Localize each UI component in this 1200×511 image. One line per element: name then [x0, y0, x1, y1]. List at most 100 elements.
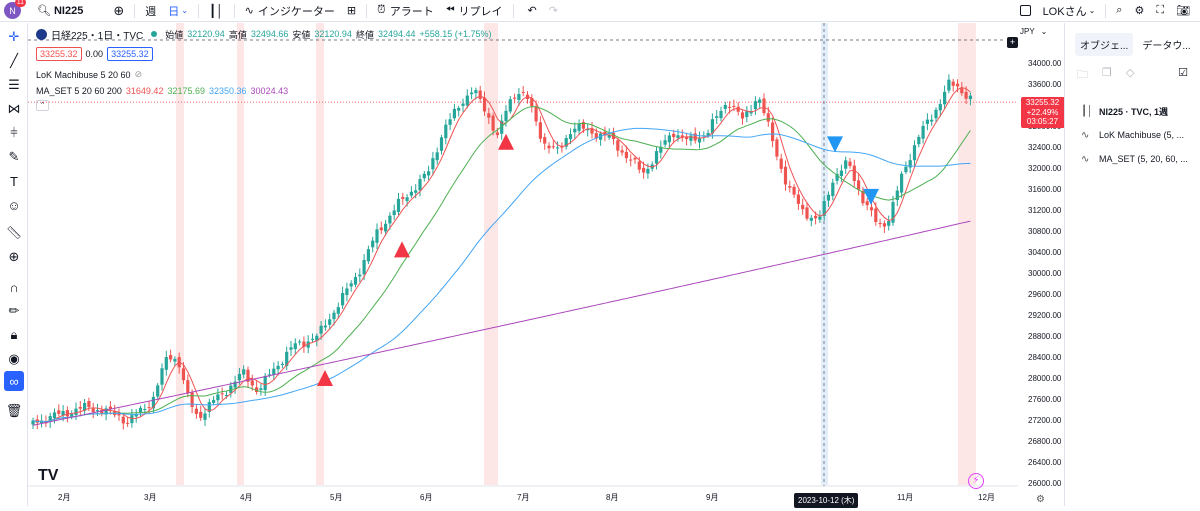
candle-body	[169, 355, 173, 360]
chart-type-button[interactable]: ┃│	[203, 0, 230, 22]
tree-item-symbol[interactable]: ┃│ NI225 · TVC, 1週	[1065, 99, 1200, 123]
candle-body	[783, 166, 788, 185]
crosshair-icon[interactable]: ✛	[8, 29, 20, 44]
layers-icon[interactable]: ◇	[1125, 67, 1135, 79]
price-tick-label: 27600.00	[1028, 395, 1062, 404]
fib-icon[interactable]: ☰	[8, 77, 20, 92]
candle-body	[388, 215, 392, 224]
candle-body	[255, 387, 259, 393]
account-menu-button[interactable]: LOKさん ⌄	[1037, 0, 1102, 22]
settings-button[interactable]: ⚙	[1128, 0, 1150, 22]
change-value: +558.15 (+1.75%)	[419, 29, 492, 39]
candle-body	[280, 363, 284, 365]
candle-body	[470, 92, 474, 95]
tree-item-indicator[interactable]: ∿ MA_SET (5, 20, 60, ...	[1065, 147, 1200, 171]
candle-body	[732, 105, 736, 107]
candle-body	[792, 186, 796, 195]
replay-button[interactable]: ⏪︎ リプレイ	[440, 0, 509, 22]
crosshair-date-label: 2023-10-12 (木)	[794, 493, 859, 508]
candle-body	[710, 119, 714, 134]
candle-body	[224, 395, 229, 397]
compare-button[interactable]: ⊕	[107, 0, 130, 22]
eye-icon[interactable]: ◉	[8, 351, 20, 366]
lock-drawing-icon[interactable]: ✏	[8, 303, 20, 318]
lightning-icon[interactable]: ⚡︎	[968, 473, 984, 489]
tree-item-indicator[interactable]: ∿ LoK Machibuse (5, ...	[1065, 123, 1200, 147]
time-tick-label: 3月	[144, 493, 156, 502]
prediction-icon[interactable]: ⫩	[10, 125, 18, 140]
candle-body	[581, 122, 585, 129]
candle-body	[874, 208, 878, 222]
candle-body	[964, 91, 968, 99]
tab-data-window[interactable]: データウ...	[1142, 41, 1191, 52]
candle-body	[160, 368, 164, 385]
chart-area[interactable]: 34000.0033600.0032800.0032400.0032000.00…	[28, 23, 1064, 508]
ask-box[interactable]: 33255.32	[107, 47, 153, 61]
candle-body	[547, 145, 551, 149]
alert-button[interactable]: ⏰︎ アラート	[371, 0, 440, 22]
indicator-machibuse-label[interactable]: LoK Machibuse 5 20 60	[36, 69, 131, 80]
undo-button[interactable]: ↶	[522, 0, 543, 22]
interval-week-button[interactable]: 週	[139, 0, 162, 22]
redo-button[interactable]: ↷	[543, 0, 564, 22]
candle-body	[654, 151, 659, 164]
quick-search-button[interactable]: ⌕	[1110, 0, 1128, 22]
tab-object-tree[interactable]: オブジェ...	[1075, 33, 1134, 56]
screenshot-button[interactable]: 📷︎	[1170, 0, 1196, 22]
candle-body	[392, 210, 396, 216]
brush-icon[interactable]: ✎	[8, 149, 20, 164]
candle-body	[487, 113, 491, 118]
text-icon[interactable]: T	[10, 173, 18, 189]
price-tick-label: 31200.00	[1028, 206, 1062, 215]
link-icon[interactable]: ∞	[4, 371, 24, 391]
candle-body	[624, 151, 628, 159]
interval-day-button[interactable]: 日 ⌄	[162, 0, 194, 22]
lock-icon[interactable]: 🔒︎	[10, 327, 18, 342]
symbol-search-button[interactable]: 🔍︎ NI225	[31, 0, 89, 22]
zoom-in-icon[interactable]: ⊕	[8, 249, 20, 264]
eye-off-icon[interactable]: ⊘	[134, 69, 143, 79]
price-chart[interactable]: 34000.0033600.0032800.0032400.0032000.00…	[28, 23, 1064, 506]
candle-body	[530, 97, 534, 107]
candle-body	[310, 338, 315, 340]
emoji-icon[interactable]: ☺	[7, 197, 21, 213]
indicators-button[interactable]: ∿ インジケーター	[239, 0, 341, 22]
candle-body	[504, 110, 508, 122]
bid-box[interactable]: 33255.32	[36, 47, 82, 61]
time-tick-label: 4月	[240, 493, 252, 502]
candle-body	[457, 107, 461, 111]
magnet-icon[interactable]: ∩	[9, 279, 19, 295]
fullscreen-button[interactable]: ⛶	[1150, 0, 1170, 22]
time-tick-label: 6月	[420, 493, 432, 502]
folder-icon[interactable]: 🗀︎	[1077, 69, 1088, 81]
candle-body	[680, 135, 684, 138]
trendline-icon[interactable]: ╱	[10, 53, 18, 68]
indicator-maset-label[interactable]: MA_SET 5 20 60 200	[36, 86, 122, 96]
pattern-icon[interactable]: ⋈	[7, 101, 21, 116]
layouts-button[interactable]: ⊞	[341, 0, 362, 22]
highlight-band	[958, 23, 976, 485]
plus-circle-icon: ⊕	[113, 2, 125, 18]
candle-body	[444, 124, 448, 139]
trash-icon[interactable]: 🗑︎	[5, 403, 23, 418]
copy-icon[interactable]: ❐	[1102, 67, 1112, 79]
user-avatar[interactable]: N 11	[4, 0, 26, 19]
replay-icon: ⏪︎	[445, 4, 455, 16]
collapse-legend-button[interactable]: ⌃	[36, 100, 49, 111]
spread-value: 0.00	[85, 49, 104, 59]
price-tick-label: 30800.00	[1028, 227, 1062, 236]
currency-selector[interactable]: JPY ⌄	[1020, 27, 1047, 36]
candle-body	[646, 168, 650, 174]
candle-body	[52, 412, 57, 419]
tradingview-logo-icon[interactable]: TV	[38, 467, 59, 484]
candle-body	[130, 415, 134, 424]
candle-body	[439, 137, 444, 151]
ruler-icon[interactable]: 📏︎	[5, 225, 23, 240]
settings-axis-icon[interactable]: ⚙	[1036, 494, 1045, 505]
candle-body	[620, 150, 624, 153]
divider	[134, 3, 136, 18]
price-scale-add-button[interactable]: +	[1007, 37, 1018, 48]
checklist-icon[interactable]: ☑	[1178, 67, 1188, 79]
layout-toggle-button[interactable]	[1014, 0, 1037, 22]
candle-body	[190, 392, 194, 408]
